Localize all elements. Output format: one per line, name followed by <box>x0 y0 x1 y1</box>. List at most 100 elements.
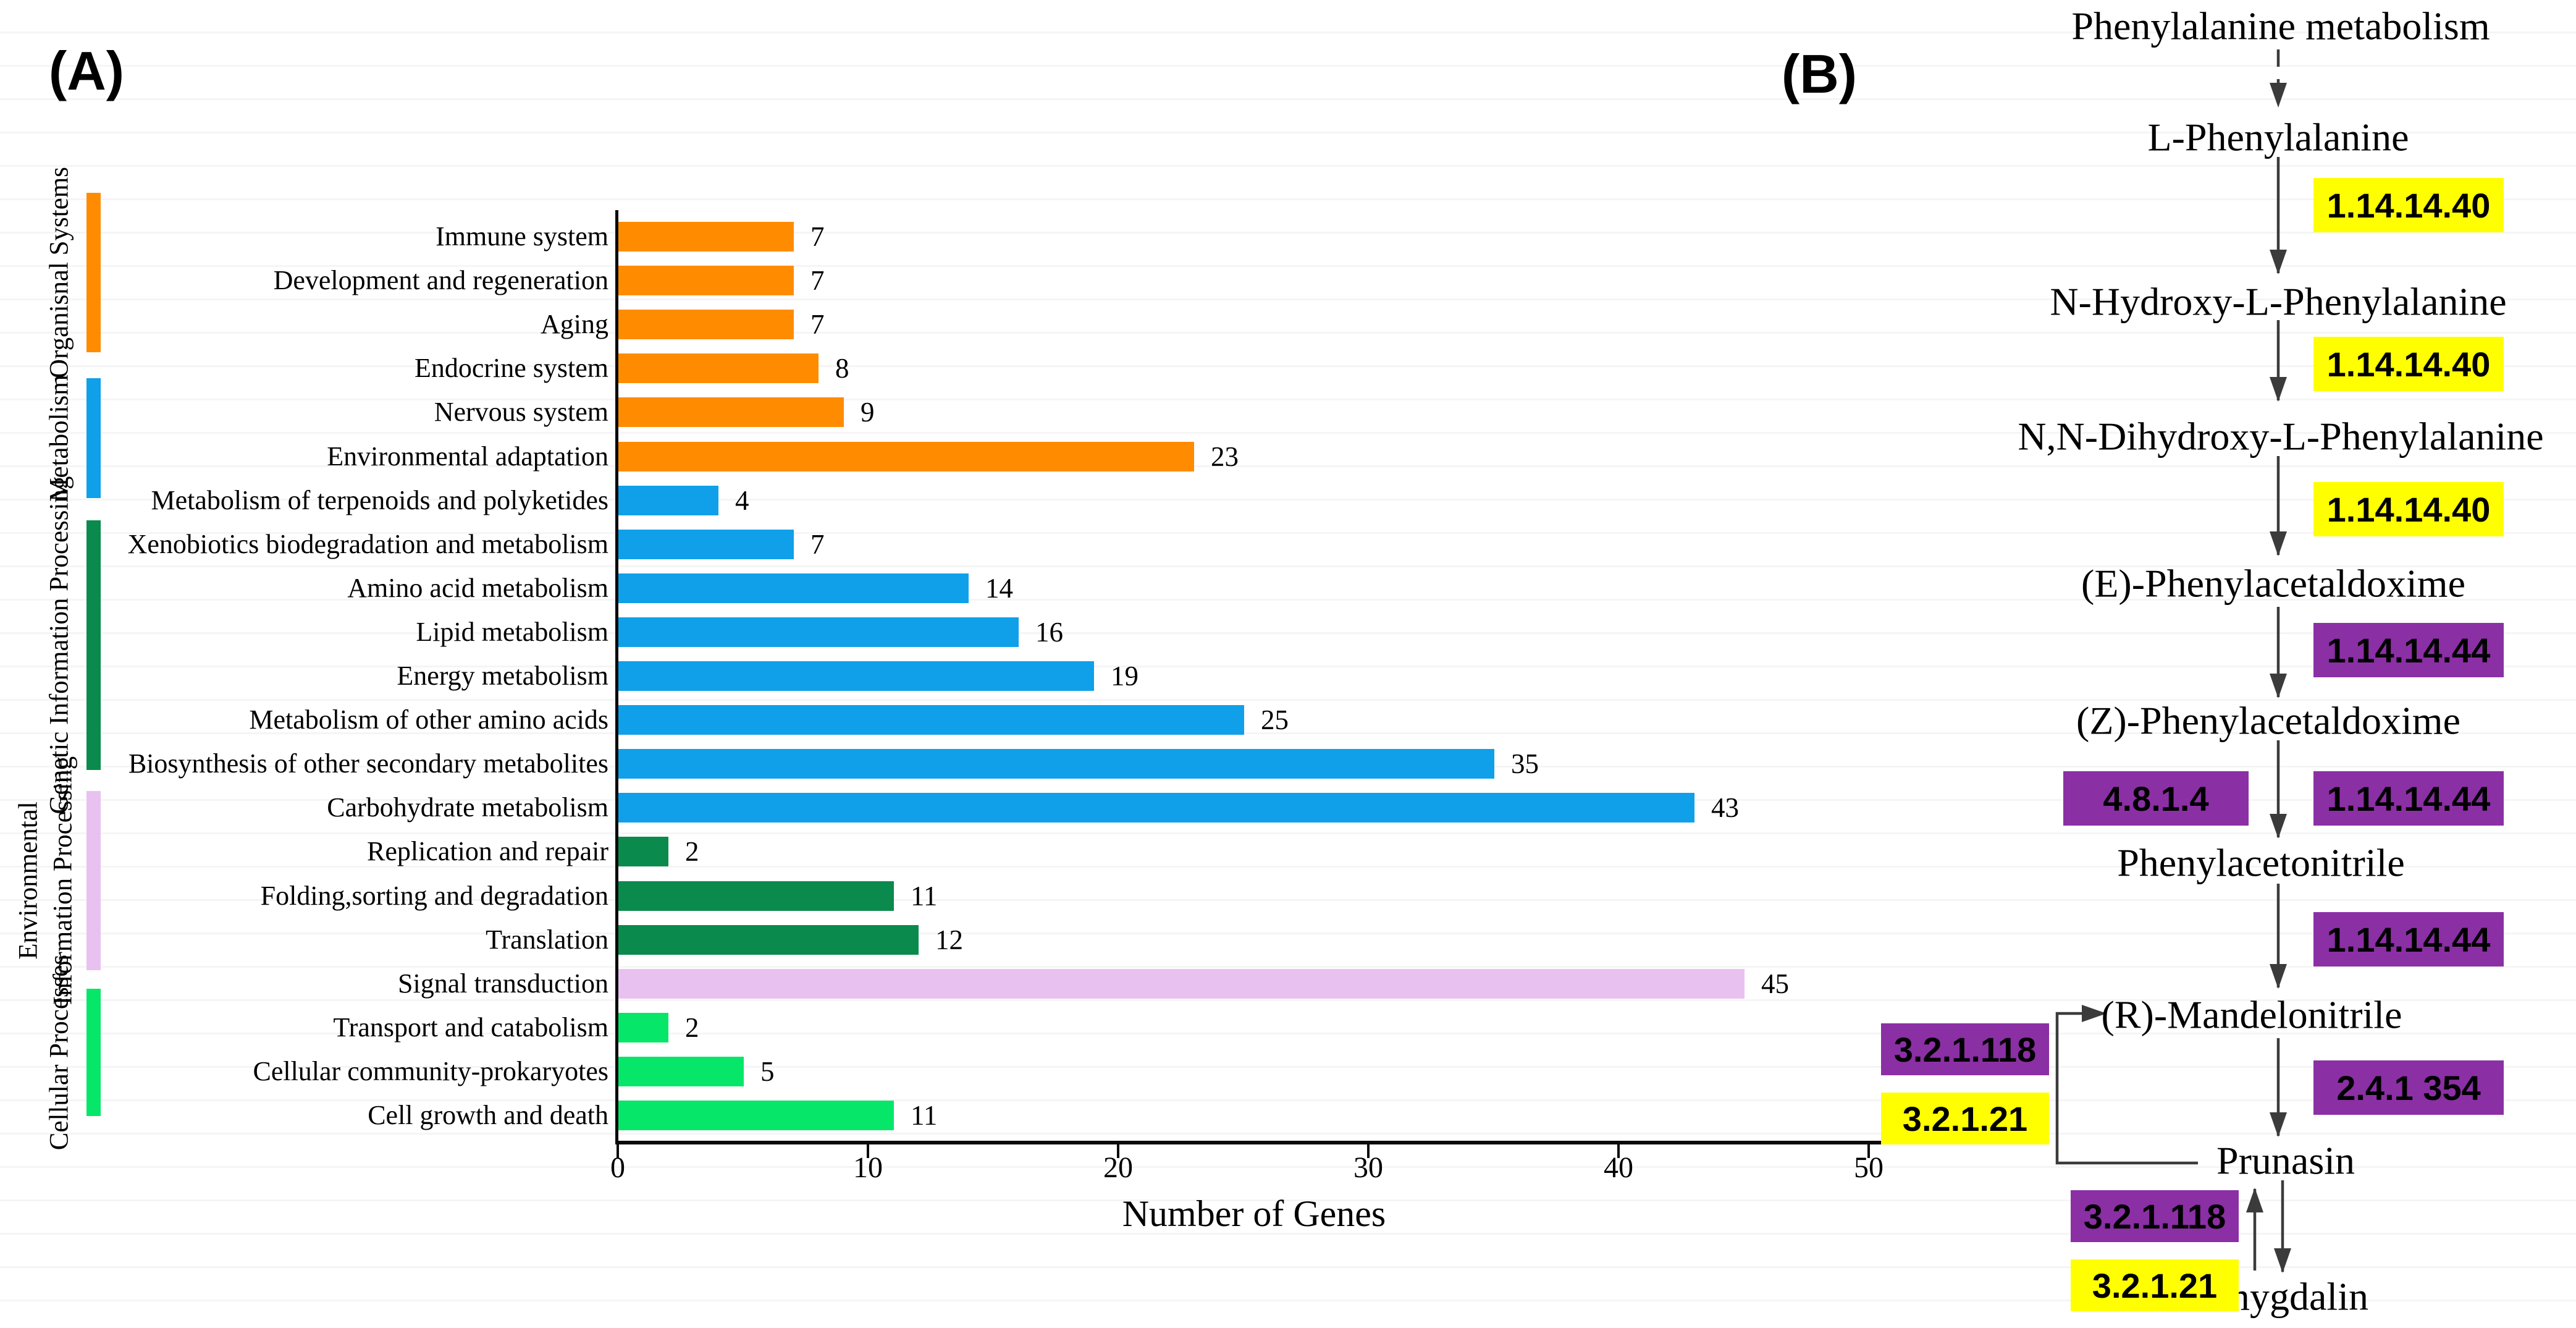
bar-value-label: 5 <box>760 1056 775 1087</box>
bar-category-label: Metabolism of terpenoids and polyketides <box>151 485 608 515</box>
bar-category-label: Replication and repair <box>367 836 608 866</box>
pathway-compound-label: L-Phenylalanine <box>2147 115 2409 159</box>
x-axis-tick-label: 10 <box>853 1151 883 1184</box>
bar-value-label: 11 <box>911 1100 938 1131</box>
ec-number-box: 3.2.1.21 <box>1881 1093 2049 1144</box>
bar-category-label: Endocrine system <box>414 353 608 383</box>
bar-value-label: 12 <box>935 924 963 955</box>
bar <box>618 925 919 955</box>
bar-value-label: 16 <box>1035 617 1063 648</box>
bar-value-label: 4 <box>735 485 749 516</box>
bar <box>618 442 1194 472</box>
bar <box>618 310 794 339</box>
bar-value-label: 7 <box>810 221 825 252</box>
bar <box>618 1057 744 1086</box>
bar-category-label: Carbohydrate metabolism <box>327 792 608 823</box>
bar-value-label: 8 <box>835 353 849 384</box>
pathway-compound-label: N,N-Dihydroxy-L-Phenylalanine <box>2018 414 2544 459</box>
bar-value-label: 7 <box>810 529 825 560</box>
pathway-compound-label: N-Hydroxy-L-Phenylalanine <box>2050 279 2507 324</box>
bar-category-label: Nervous system <box>434 397 608 427</box>
x-axis-tick-label: 0 <box>610 1151 625 1184</box>
bar-category-label: Translation <box>486 924 608 955</box>
bar <box>618 573 969 603</box>
x-axis-tick-label: 20 <box>1103 1151 1133 1184</box>
ec-number-box: 1.14.14.44 <box>2313 771 2504 826</box>
bar <box>618 353 819 383</box>
x-axis-tick-mark <box>1117 1144 1119 1158</box>
bar-value-label: 14 <box>985 573 1013 604</box>
bar-value-label: 7 <box>810 265 825 296</box>
x-axis-tick-mark <box>1367 1144 1370 1158</box>
bar-category-label: Environmental adaptation <box>327 441 608 472</box>
ec-number-box: 2.4.1 354 <box>2313 1060 2504 1115</box>
x-axis-tick-label: 40 <box>1604 1151 1633 1184</box>
pathway-compound-label: Phenylalanine metabolism <box>2071 4 2490 48</box>
ec-number-box: 1.14.14.44 <box>2313 912 2504 966</box>
x-axis-tick-label: 50 <box>1854 1151 1884 1184</box>
bar-category-label: Folding,sorting and degradation <box>260 881 608 911</box>
bar <box>618 749 1494 779</box>
bar-value-label: 35 <box>1511 748 1539 779</box>
bar-value-label: 9 <box>861 397 875 428</box>
bar-category-label: Biosynthesis of other secondary metaboli… <box>128 748 608 779</box>
ec-number-box: 3.2.1.118 <box>2071 1190 2239 1242</box>
group-bracket-strip <box>86 791 101 970</box>
ec-number-box: 1.14.14.44 <box>2313 623 2504 677</box>
pathway-compound-label: Phenylacetonitrile <box>2117 840 2405 885</box>
bar-category-label: Cell growth and death <box>368 1100 608 1130</box>
bar-category-label: Signal transduction <box>398 968 608 999</box>
pathway-compound-label: Prunasin <box>2216 1138 2355 1183</box>
x-axis-tick-mark <box>1867 1144 1870 1158</box>
ec-number-box: 3.2.1.21 <box>2071 1259 2239 1311</box>
pathway-compound-label: (Z)-Phenylacetaldoxime <box>2076 698 2460 743</box>
x-axis-tick-mark <box>617 1144 619 1158</box>
y-axis-line <box>615 210 618 1144</box>
group-bracket-strip <box>86 193 101 352</box>
bar-value-label: 7 <box>810 309 825 340</box>
bar-category-label: Metabolism of other amino acids <box>249 704 608 735</box>
bar-value-label: 43 <box>1711 792 1739 823</box>
bar-category-label: Transport and catabolism <box>333 1012 608 1043</box>
ec-number-box: 3.2.1.118 <box>1881 1023 2049 1075</box>
bar-value-label: 2 <box>685 1012 699 1043</box>
bar-value-label: 2 <box>685 836 699 867</box>
bar <box>618 969 1745 999</box>
bar <box>618 1013 668 1043</box>
x-axis-line <box>615 1141 1896 1144</box>
group-bracket-strip <box>86 520 101 770</box>
ec-number-box: 4.8.1.4 <box>2063 771 2249 826</box>
bar-category-label: Amino acid metabolism <box>347 573 608 603</box>
group-bracket-strip <box>86 989 101 1116</box>
bar <box>618 1101 894 1130</box>
bar-category-label: Immune system <box>436 221 608 252</box>
bar <box>618 881 894 911</box>
x-axis-tick-mark <box>867 1144 869 1158</box>
bar-category-label: Xenobiotics biodegradation and metabolis… <box>127 529 608 559</box>
bar-category-label: Energy metabolism <box>397 661 608 691</box>
bar-category-label: Development and regeneration <box>273 265 608 295</box>
ec-number-box: 1.14.14.40 <box>2313 337 2504 391</box>
pathway-compound-label: (R)-Mandelonitrile <box>2101 992 2402 1037</box>
bar <box>618 793 1694 823</box>
pathway-compound-label: (E)-Phenylacetaldoxime <box>2081 561 2465 606</box>
x-axis-tick-mark <box>1617 1144 1620 1158</box>
bar-value-label: 45 <box>1761 968 1789 999</box>
bar-category-label: Cellular community-prokaryotes <box>253 1056 608 1086</box>
ec-number-box: 1.14.14.40 <box>2313 178 2504 232</box>
bar-value-label: 11 <box>911 881 938 911</box>
group-bracket-strip <box>86 378 101 498</box>
panel-b-label: (B) <box>1781 43 1858 104</box>
bar-value-label: 25 <box>1261 704 1289 735</box>
ec-number-box: 1.14.14.40 <box>2313 482 2504 536</box>
bar <box>618 530 794 559</box>
x-axis-title: Number of Genes <box>1122 1193 1386 1234</box>
bar-category-label: Aging <box>541 309 608 339</box>
bar <box>618 397 844 427</box>
panel-a-label: (A) <box>48 40 125 101</box>
bar <box>618 661 1094 691</box>
bar <box>618 266 794 295</box>
bar-value-label: 19 <box>1111 661 1139 691</box>
bar <box>618 222 794 252</box>
